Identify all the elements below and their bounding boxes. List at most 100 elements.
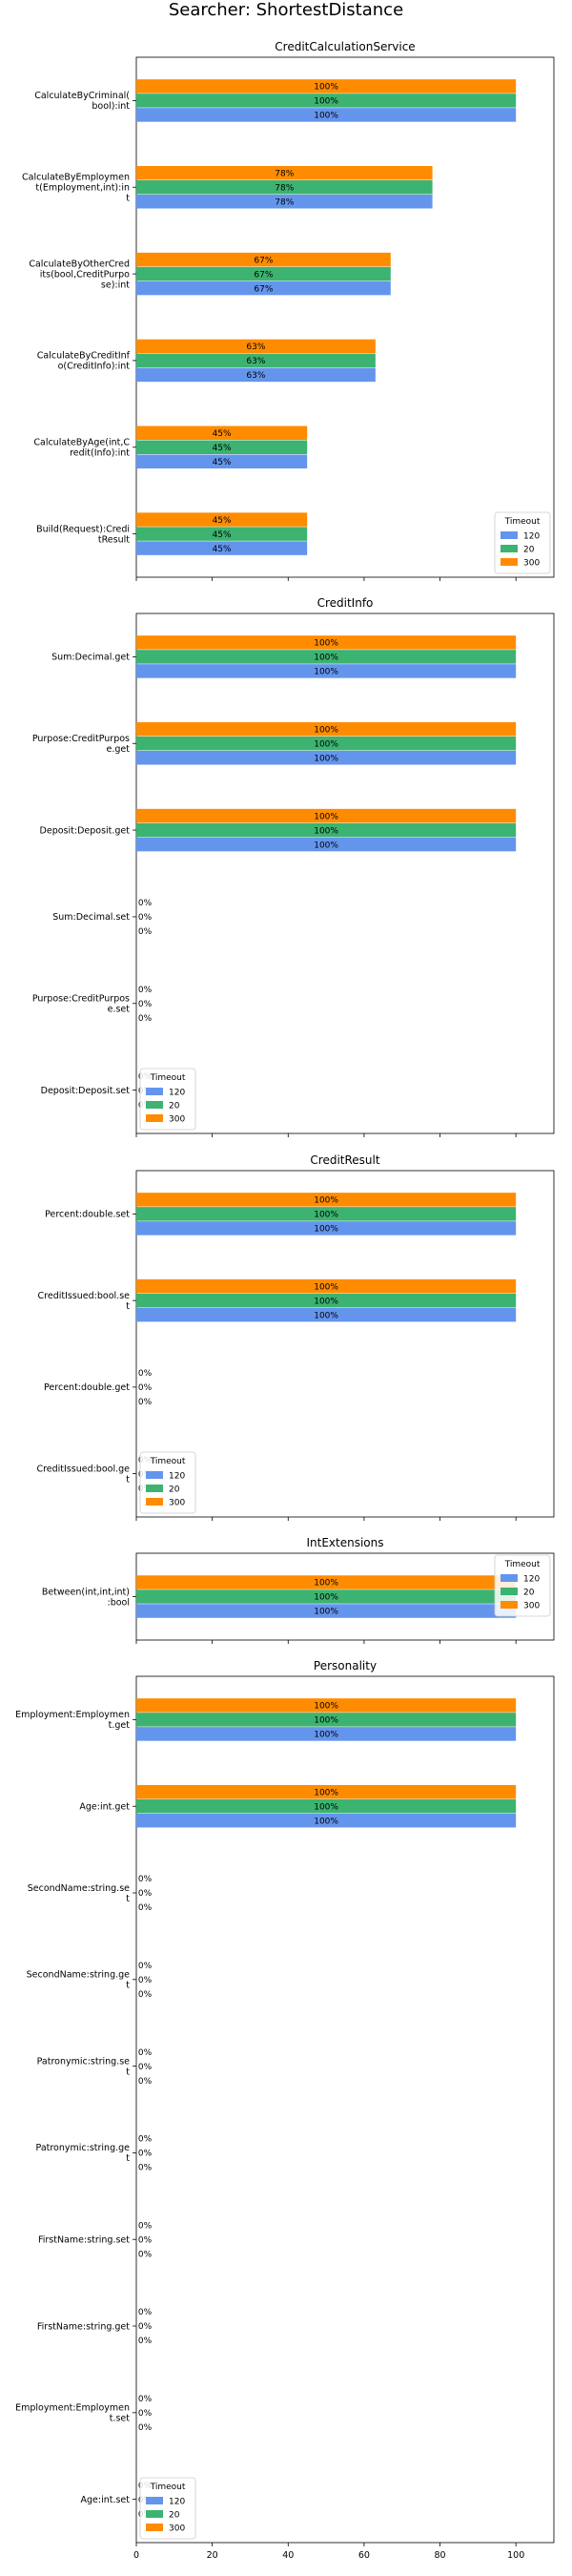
data-label: 45% [213,429,232,439]
category-label: Build(Request):Credi tResult [36,524,130,545]
data-label: 0% [138,1014,153,1024]
category-label-line: redit(Info):int [70,448,130,459]
bar-20 [136,1798,517,1814]
category-label-line: CalculateByEmploymen [22,173,130,183]
data-label: 67% [254,256,273,265]
legend-swatch-20 [146,1101,163,1109]
bar-120 [136,367,376,383]
x-tick-label: 60 [358,2550,370,2561]
data-label: 100% [314,112,338,121]
category-label: Percent:double.get [44,1382,130,1393]
data-label: 0% [138,1000,153,1009]
data-label: 100% [314,1225,338,1235]
category-label-line: t [126,194,130,204]
bar-20 [136,737,517,751]
category-label-line: CalculateByCriminal( [34,91,130,101]
data-label: 0% [138,2409,153,2419]
data-label: 100% [314,1608,338,1617]
x-tick-label: 100 [507,2550,524,2561]
legend: Timeout 120 20 300 [494,1554,551,1617]
category-label-line: bool):int [92,101,130,112]
bar-20 [136,527,308,541]
bar-300 [136,1278,517,1294]
legend-entry: 300 [169,1115,185,1125]
category-label: CalculateByCriminal(bool):int [34,91,130,112]
data-label: 100% [314,668,338,677]
category-label-line: t [126,1474,130,1485]
category-label-line: FirstName:string.get [37,2321,130,2332]
category-label: FirstName:string.get [37,2321,130,2332]
category-label-line: CalculateByCreditInf [37,351,131,362]
data-label: 45% [213,530,232,540]
bar-20 [136,93,517,108]
legend-swatch-120 [146,1471,163,1479]
x-tick-label: 20 [207,2550,218,2561]
category-label-line: its(bool,CreditPurpo [40,269,130,280]
data-label: 78% [275,183,294,193]
legend-swatch-300 [146,1114,163,1122]
data-label: 100% [314,1802,338,1812]
data-label: 67% [254,284,273,294]
legend-swatch-300 [146,1498,163,1506]
category-label-line: Sum:Decimal.get [51,653,130,663]
panel-2: CreditResult 100% 100% 100% Percent:double.s… [36,1153,555,1521]
bar-20 [136,1589,517,1604]
legend-entry: 120 [169,2498,185,2507]
category-label-line: t.set [110,2414,131,2424]
panel-title: CreditResult [310,1153,379,1167]
bar-20 [136,1713,517,1727]
panel-1: CreditInfo 100% 100% 100% Sum:Decimal.get 100… [32,596,555,1137]
panel-3: IntExtensions 100% 100% 100% Between(int,int… [42,1536,555,1644]
x-tick-label: 80 [435,2550,446,2561]
data-label: 100% [314,1593,338,1603]
data-label: 0% [138,2395,153,2404]
category-label: CreditIssued:bool.se t [38,1291,131,1312]
data-label: 0% [138,2135,153,2145]
data-label: 0% [138,1976,153,1985]
panel-title: CreditCalculationService [275,40,415,53]
legend-entry: 300 [169,2524,185,2534]
data-label: 0% [138,2250,153,2259]
data-label: 100% [314,639,338,649]
category-label-line: t.get [109,1720,131,1731]
data-label: 0% [138,2048,153,2058]
category-label-line: CalculateByAge(int,C [33,438,130,448]
bar-300 [136,512,308,527]
panel-frame [135,56,555,578]
bar-300 [136,635,517,650]
panel-4: Personality 100% 100% 100% Employment:Employ… [15,1659,555,2561]
category-label-line: Age:int.set [81,2495,131,2505]
legend-entry: 20 [523,1589,535,1598]
category-label-line: Patronymic:string.se [37,2056,131,2067]
data-label: 100% [314,1211,338,1220]
panel-frame [135,1170,555,1518]
legend-swatch-300 [500,558,518,566]
category-label-line: :bool [108,1597,131,1608]
bar-300 [136,79,517,93]
data-label: 0% [138,2322,153,2332]
category-label-line: e.set [108,1005,131,1015]
data-label: 0% [138,2164,153,2173]
bar-120 [136,1307,517,1322]
category-label-line: CreditIssued:bool.se [38,1291,131,1301]
legend-title: Timeout [150,1457,186,1466]
bar-120 [136,454,308,468]
category-label: Employment:Employmen t.get [15,1710,130,1731]
data-label: 100% [314,1716,338,1726]
bar-300 [136,339,376,354]
category-label: Between(int,int,int):bool [42,1587,130,1608]
panel-frame [135,1675,555,2544]
bar-120 [136,664,517,678]
chart-title: Searcher: ShortestDistance [169,0,403,20]
legend: Timeout 120 20 300 [139,2477,196,2540]
data-label: 0% [138,1369,153,1379]
data-label: 0% [138,1962,153,1971]
bar-20 [136,266,391,281]
data-label: 100% [314,1282,338,1292]
category-label-line: t [126,1894,130,1904]
data-label: 0% [138,2423,153,2433]
data-label: 0% [138,913,153,923]
bar-300 [136,1784,517,1799]
legend: Timeout 120 20 300 [139,1451,196,1514]
